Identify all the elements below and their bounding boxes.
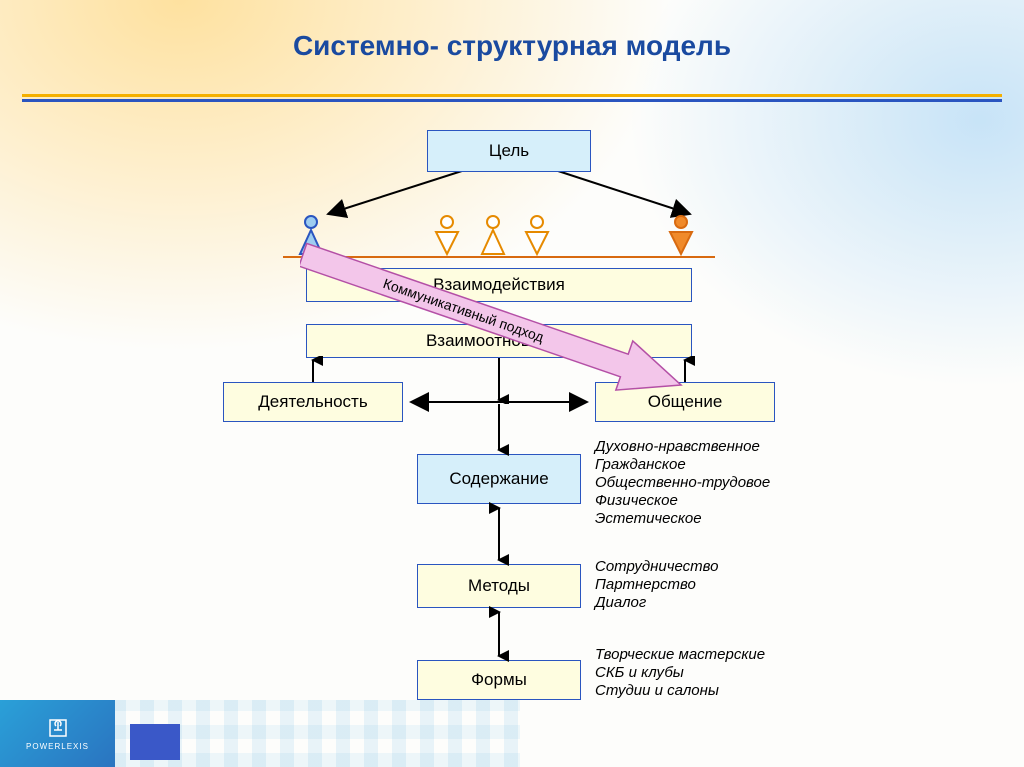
methods-annotation: СотрудничествоПартнерствоДиалог (595, 558, 719, 612)
content-methods-arrow (489, 502, 509, 566)
divider-top (22, 94, 1002, 97)
callout-arrow: Коммуникативный подход (300, 224, 720, 394)
box-content-label: Содержание (449, 469, 548, 489)
callout-text: Коммуникативный подход (381, 275, 546, 345)
footer-logo-text: POWERLEXIS (26, 742, 89, 751)
mid-to-content-arrow (489, 400, 509, 456)
box-methods: Методы (417, 564, 581, 608)
box-content: Содержание (417, 454, 581, 504)
box-goal: Цель (427, 130, 591, 172)
box-forms: Формы (417, 660, 581, 700)
methods-forms-arrow (489, 606, 509, 662)
footer-accent (130, 724, 180, 760)
footer-logo: POWERLEXIS (0, 700, 115, 767)
box-methods-label: Методы (468, 576, 530, 596)
box-communication-label: Общение (648, 392, 723, 412)
box-forms-label: Формы (471, 670, 527, 690)
slide-stage: Системно- структурная модель Цель (0, 0, 1024, 767)
divider-bottom (22, 99, 1002, 102)
content-annotation: Духовно-нравственноеГражданскоеОбществен… (595, 438, 770, 528)
box-goal-label: Цель (489, 141, 529, 161)
box-activity-label: Деятельность (258, 392, 367, 412)
forms-annotation: Творческие мастерскиеСКБ и клубыСтудии и… (595, 646, 765, 700)
slide-title: Системно- структурная модель (0, 30, 1024, 62)
